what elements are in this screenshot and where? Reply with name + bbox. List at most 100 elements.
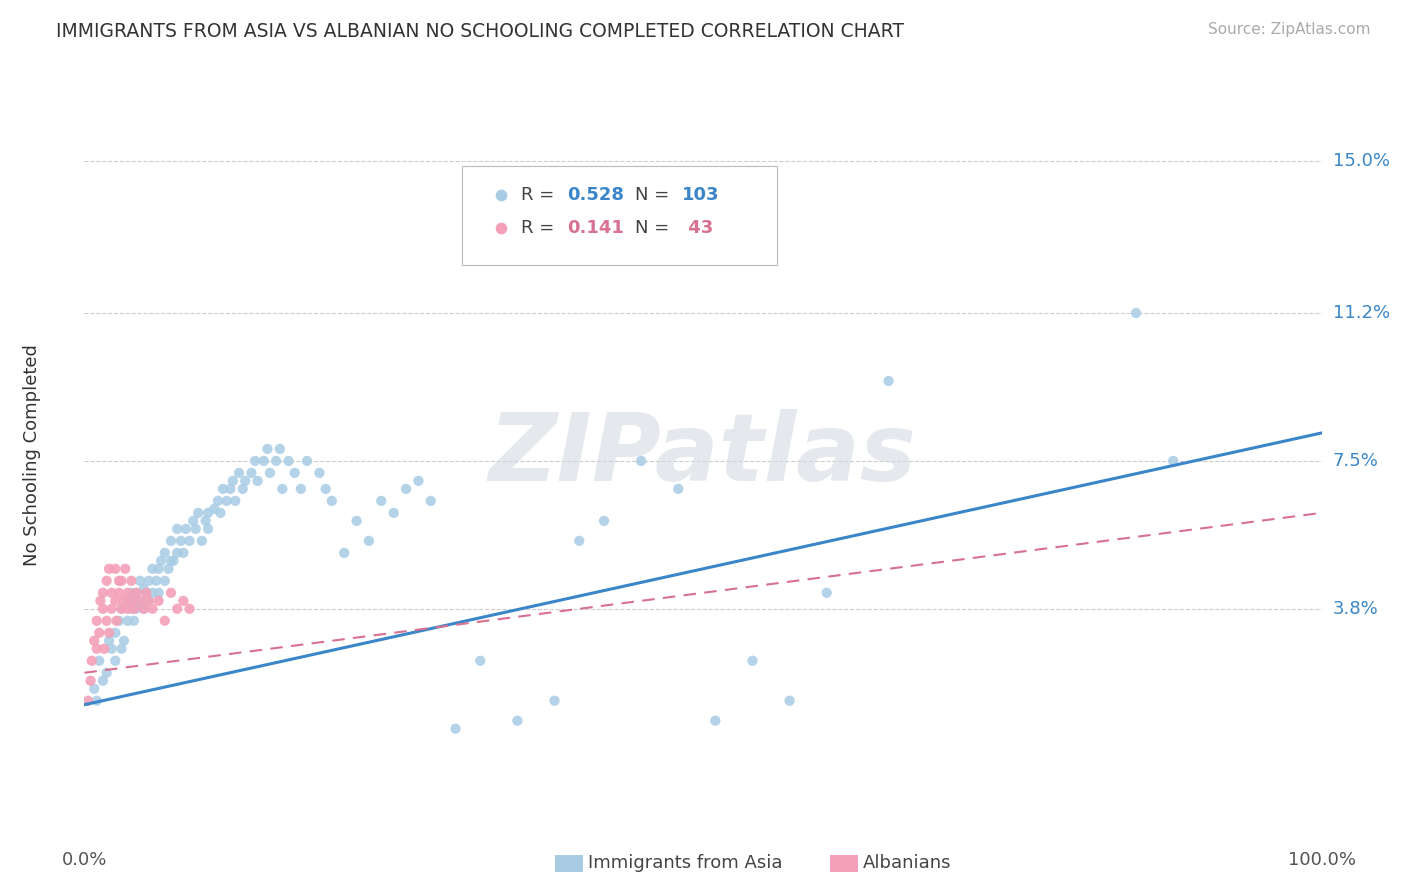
Text: No Schooling Completed: No Schooling Completed bbox=[24, 344, 41, 566]
Text: R =: R = bbox=[522, 219, 560, 237]
Point bbox=[108, 574, 131, 588]
Point bbox=[666, 482, 689, 496]
Point bbox=[779, 694, 801, 708]
Point bbox=[98, 625, 121, 640]
Point bbox=[184, 522, 207, 536]
Point bbox=[138, 594, 160, 608]
Point bbox=[117, 594, 139, 608]
Point bbox=[470, 654, 492, 668]
Point bbox=[153, 574, 176, 588]
Point bbox=[86, 614, 108, 628]
Point bbox=[98, 562, 121, 576]
Point bbox=[166, 546, 188, 560]
Point bbox=[166, 522, 188, 536]
Point bbox=[233, 474, 256, 488]
Point bbox=[179, 602, 201, 616]
Point bbox=[104, 594, 127, 608]
Point bbox=[129, 574, 152, 588]
Point bbox=[129, 594, 152, 608]
Point bbox=[202, 501, 225, 516]
Point bbox=[243, 454, 266, 468]
Point bbox=[77, 694, 100, 708]
Point bbox=[228, 466, 250, 480]
Text: 100.0%: 100.0% bbox=[1288, 851, 1355, 869]
Point bbox=[224, 494, 246, 508]
Text: 7.5%: 7.5% bbox=[1333, 452, 1379, 470]
Point bbox=[259, 466, 281, 480]
Point bbox=[172, 546, 194, 560]
Point bbox=[108, 586, 131, 600]
Point bbox=[93, 641, 115, 656]
Point bbox=[408, 474, 430, 488]
Point bbox=[191, 533, 214, 548]
Point bbox=[96, 614, 118, 628]
Point bbox=[141, 586, 163, 600]
Point bbox=[160, 586, 183, 600]
Point bbox=[815, 586, 838, 600]
Point bbox=[135, 586, 157, 600]
Point bbox=[444, 722, 467, 736]
Point bbox=[120, 586, 142, 600]
Point bbox=[96, 574, 118, 588]
Point bbox=[120, 594, 142, 608]
Point bbox=[704, 714, 727, 728]
Point bbox=[197, 522, 219, 536]
Point bbox=[100, 602, 122, 616]
Point bbox=[96, 665, 118, 680]
Point bbox=[120, 602, 142, 616]
Point bbox=[277, 454, 299, 468]
Point bbox=[83, 681, 105, 696]
Point bbox=[120, 574, 142, 588]
Text: Source: ZipAtlas.com: Source: ZipAtlas.com bbox=[1208, 22, 1371, 37]
Point bbox=[246, 474, 269, 488]
Point bbox=[125, 586, 148, 600]
Point bbox=[122, 614, 145, 628]
Point bbox=[1125, 306, 1147, 320]
Point bbox=[138, 594, 160, 608]
Point bbox=[132, 602, 155, 616]
Point bbox=[240, 466, 263, 480]
Point bbox=[315, 482, 337, 496]
Point bbox=[219, 482, 242, 496]
Point bbox=[207, 494, 229, 508]
Point bbox=[114, 562, 136, 576]
Point bbox=[222, 474, 245, 488]
Point bbox=[141, 602, 163, 616]
Text: 0.528: 0.528 bbox=[567, 186, 624, 204]
Point bbox=[295, 454, 318, 468]
Text: IMMIGRANTS FROM ASIA VS ALBANIAN NO SCHOOLING COMPLETED CORRELATION CHART: IMMIGRANTS FROM ASIA VS ALBANIAN NO SCHO… bbox=[56, 22, 904, 41]
Text: N =: N = bbox=[636, 186, 675, 204]
Point bbox=[172, 594, 194, 608]
Text: N =: N = bbox=[636, 219, 675, 237]
Point bbox=[105, 614, 128, 628]
Point bbox=[212, 482, 235, 496]
Point bbox=[104, 654, 127, 668]
Point bbox=[153, 614, 176, 628]
Point bbox=[100, 641, 122, 656]
Point bbox=[125, 586, 148, 600]
Point bbox=[181, 514, 204, 528]
Point bbox=[290, 482, 312, 496]
Point bbox=[174, 522, 197, 536]
Text: R =: R = bbox=[522, 186, 560, 204]
Point bbox=[141, 562, 163, 576]
Point bbox=[145, 574, 167, 588]
Point bbox=[568, 533, 591, 548]
Point bbox=[117, 602, 139, 616]
Point bbox=[100, 586, 122, 600]
Point bbox=[83, 633, 105, 648]
Point bbox=[117, 614, 139, 628]
Point bbox=[112, 633, 135, 648]
Point bbox=[91, 602, 114, 616]
Point bbox=[179, 533, 201, 548]
Point bbox=[419, 494, 441, 508]
Text: ZIPatlas: ZIPatlas bbox=[489, 409, 917, 501]
Point bbox=[333, 546, 356, 560]
Text: 0.141: 0.141 bbox=[567, 219, 624, 237]
Point bbox=[108, 614, 131, 628]
Point bbox=[89, 594, 111, 608]
Point bbox=[284, 466, 307, 480]
Point bbox=[148, 562, 170, 576]
Point bbox=[253, 454, 276, 468]
Point bbox=[157, 562, 180, 576]
